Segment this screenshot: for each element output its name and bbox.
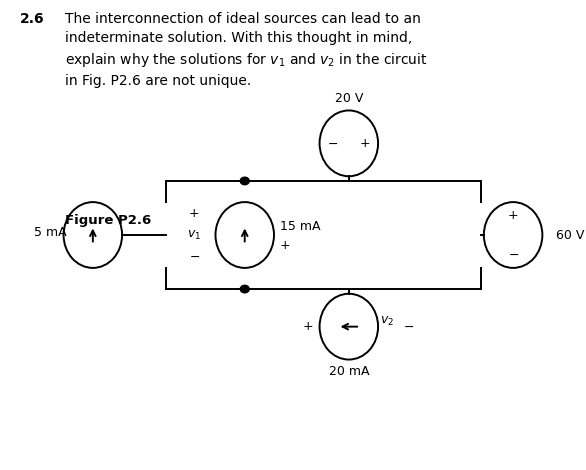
Text: $-$: $-$: [327, 137, 338, 150]
Text: +: +: [508, 209, 519, 222]
Text: $v_2$: $v_2$: [380, 315, 394, 329]
Text: $v_1$: $v_1$: [187, 228, 201, 242]
Circle shape: [240, 177, 249, 185]
Text: $-$: $-$: [189, 250, 200, 263]
Text: 60 V: 60 V: [557, 228, 585, 242]
Text: +: +: [303, 320, 314, 333]
Text: 5 mA: 5 mA: [35, 226, 67, 239]
Text: Figure P2.6: Figure P2.6: [64, 214, 151, 227]
Text: 20 mA: 20 mA: [329, 365, 369, 378]
Text: 15 mA: 15 mA: [280, 220, 320, 233]
Text: $-$: $-$: [404, 320, 414, 333]
Text: 2.6: 2.6: [20, 12, 45, 26]
Text: The interconnection of ideal sources can lead to an
indeterminate solution. With: The interconnection of ideal sources can…: [64, 12, 427, 87]
Circle shape: [240, 285, 249, 293]
Text: +: +: [280, 239, 290, 252]
Text: 20 V: 20 V: [335, 92, 363, 105]
Text: $-$: $-$: [507, 248, 519, 261]
Text: +: +: [189, 207, 199, 220]
Text: +: +: [360, 137, 370, 150]
